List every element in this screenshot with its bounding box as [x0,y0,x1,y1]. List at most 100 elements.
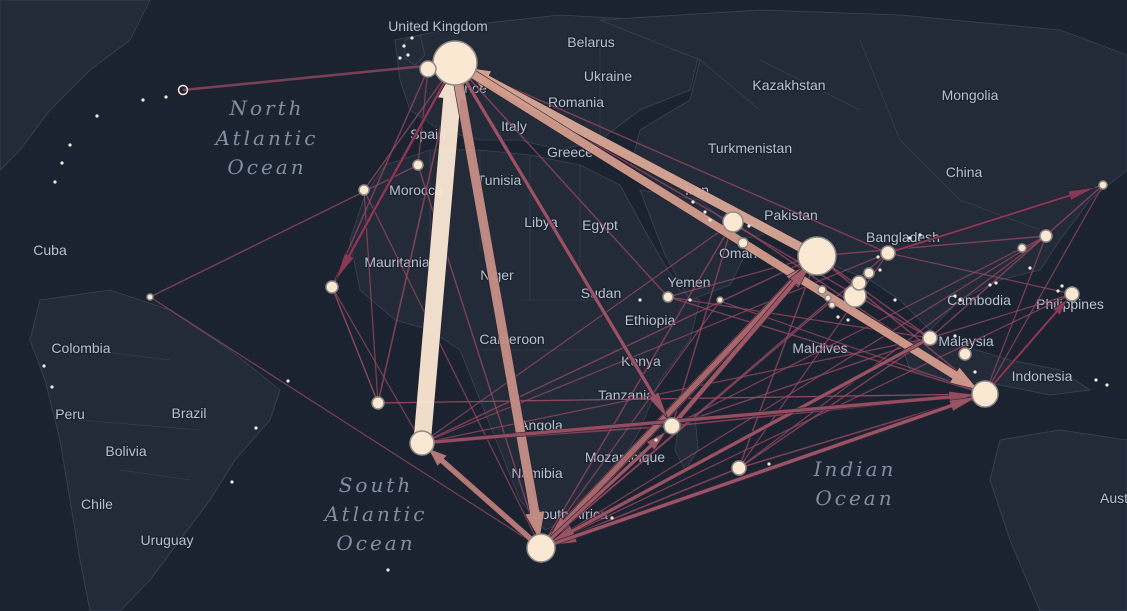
port-dot [638,298,642,302]
port-nodes [146,40,1108,563]
country-label: Kazakhstan [752,77,825,93]
port-dot [386,568,390,572]
port-dot [708,218,712,222]
flow-line [671,221,734,427]
port-node [662,291,674,303]
port-node [663,417,681,435]
flow-line [540,235,1047,549]
flow-arrow [539,396,978,551]
flow-arrow [335,61,457,281]
flow-line [671,337,931,427]
port-dot [398,56,402,60]
flow-line [454,62,669,298]
flow-line [149,164,419,298]
port-dot [164,95,168,99]
flow-line [887,252,1073,295]
country-label: Turkmenistan [708,140,792,156]
port-dot [691,200,695,204]
port-node [1098,180,1108,190]
arabia-landmass [639,189,751,301]
flow-arrow [539,430,667,550]
port-dot [876,255,880,259]
port-node [1064,286,1080,302]
country-label: Belarus [567,34,614,50]
port-node [412,159,424,171]
flow-line [738,235,1047,469]
flow-line [331,286,423,444]
port-dot [60,161,64,165]
ocean-label-line: Ocean [815,486,894,510]
country-label: Ethiopia [625,312,676,328]
port-node [419,60,437,78]
port-dot [1028,266,1032,270]
port-dot [994,281,998,285]
port-dot [1105,383,1109,387]
country-label: Uruguay [141,532,194,548]
flow-line [331,286,379,404]
north-america-landmass [0,0,151,171]
ocean-label-line: North [228,96,304,120]
uk-landmass [404,34,426,66]
port-dot [836,315,840,319]
port-dot [953,294,957,298]
port-dot [893,298,897,302]
port-dot [1060,284,1064,288]
flow-arrows [335,58,1096,552]
flow-line [984,184,1104,395]
port-dot [878,268,882,272]
port-dot [406,53,410,57]
port-dot [141,98,145,102]
flow-arrow [427,447,544,551]
port-node [716,296,724,304]
port-dot [846,318,850,322]
port-dot [42,364,46,368]
flow-line [363,189,542,549]
flow-line [417,68,429,166]
port-dot [402,44,406,48]
ocean-label-line: Ocean [336,531,415,555]
port-dot [254,426,258,430]
port-dot [95,114,99,118]
port-node [922,330,938,346]
country-label: China [946,164,983,180]
port-dot [68,143,72,147]
port-node [971,380,999,408]
port-dot [988,283,992,287]
port-node [526,533,556,563]
port-node [432,40,478,86]
flow-arrow [669,261,813,429]
port-node [409,430,435,456]
country-label: Mongolia [942,87,999,103]
flow-line [667,296,986,395]
port-dot [50,385,54,389]
port-dot [1094,378,1098,382]
flow-line [421,337,931,444]
flow-line [671,235,1047,427]
flow-line [738,337,931,469]
country-label: Romania [548,94,604,110]
country-label: Cuba [33,242,67,258]
flow-arrow [449,61,545,542]
ocean-label-line: Indian [813,457,897,481]
port-node [737,237,749,249]
ocean-label-line: Atlantic [323,502,428,526]
australia-landmass [989,429,1127,611]
port-node [851,275,867,291]
port-dot [767,462,771,466]
port-dot [747,224,751,228]
country-label: Indonesia [1012,368,1073,384]
flow-line [816,235,1047,257]
port-dot [410,36,414,40]
country-label: Malaysia [938,333,993,349]
flow-line [540,293,1073,549]
port-node [358,184,370,196]
flow-line [929,184,1104,339]
ocean-labels: North Atlantic Ocean South Atlantic Ocea… [214,96,897,555]
country-label: Mauritania [364,254,430,270]
country-label: Brazil [171,405,206,421]
port-dot [973,370,977,374]
port-node [146,293,154,301]
country-label: Egypt [582,217,618,233]
port-dot [1056,289,1060,293]
